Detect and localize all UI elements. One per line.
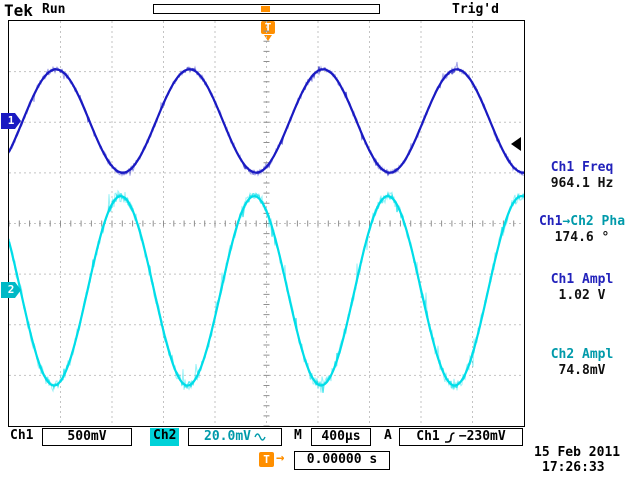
trigger-level: −230mV [459, 429, 506, 445]
ac-coupling-icon [254, 432, 266, 442]
measurement-ch1-ampl: Ch1 Ampl 1.02 V [526, 272, 638, 304]
measurement-ch1-ch2-phase: Ch1→Ch2 Pha 174.6 ° [526, 214, 638, 246]
measurement-ch2-ampl: Ch2 Ampl 74.8mV [526, 347, 638, 379]
waveform-plot [9, 21, 524, 426]
horizontal-trigger-position-bar [153, 4, 380, 14]
ch1-scale-readout: 500mV [42, 428, 132, 446]
trigger-position-t-icon: T [259, 452, 274, 467]
time: 17:26:33 [542, 460, 605, 475]
ch2-label: Ch2 [150, 428, 179, 446]
brand-logo: Tek [4, 1, 33, 20]
measurement-value: 74.8mV [526, 363, 638, 379]
measurement-label: Ch1→Ch2 Pha [526, 214, 638, 230]
trigger-readout: Ch1 −230mV [399, 428, 523, 446]
trigger-mode-label: A [384, 428, 392, 446]
measurement-label: Ch1 Ampl [526, 272, 638, 288]
ch2-scale-readout: 20.0mV [188, 428, 282, 446]
ch1-label: Ch1 [10, 428, 33, 446]
ch2-scale-value: 20.0mV [204, 429, 251, 445]
measurement-label: Ch1 Freq [526, 160, 638, 176]
measurement-value: 1.02 V [526, 288, 638, 304]
measurement-label-ch1: Ch1 [539, 214, 562, 229]
graticule [8, 20, 525, 427]
measurement-label-ch2: →Ch2 Pha [562, 214, 625, 229]
right-arrow-icon: → [276, 450, 284, 467]
trigger-position-readout: 0.00000 s [294, 451, 390, 470]
trigger-status: Trig'd [452, 2, 499, 17]
measurement-value: 964.1 Hz [526, 176, 638, 192]
run-status: Run [42, 2, 65, 17]
date: 15 Feb 2011 [534, 445, 620, 460]
timebase-readout: 400µs [311, 428, 371, 446]
measurement-value: 174.6 ° [526, 230, 638, 246]
trigger-position-marker-icon [261, 6, 270, 12]
measurement-ch1-freq: Ch1 Freq 964.1 Hz [526, 160, 638, 192]
trigger-level-arrow-icon [511, 137, 521, 151]
trigger-source: Ch1 [416, 429, 439, 445]
rising-edge-icon [444, 430, 455, 444]
timebase-label: M [294, 428, 302, 446]
measurement-label: Ch2 Ampl [526, 347, 638, 363]
